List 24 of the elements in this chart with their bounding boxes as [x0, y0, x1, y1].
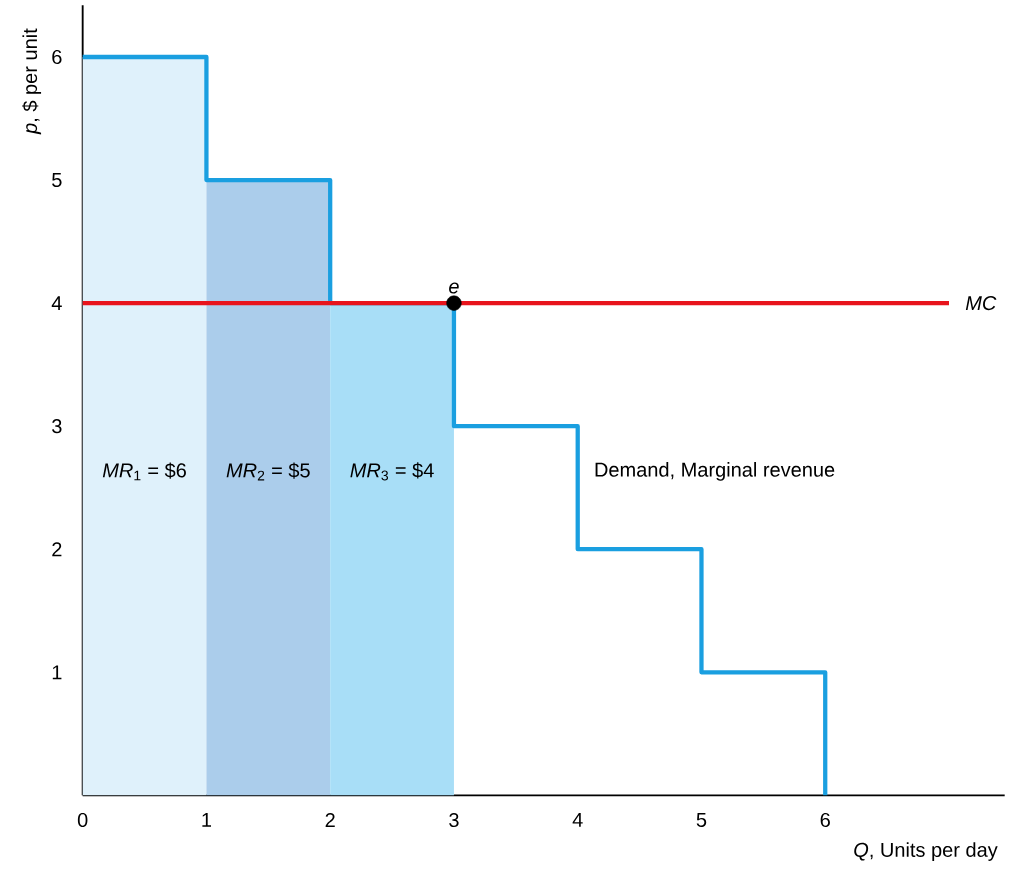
y-tick-label: 6	[52, 49, 62, 65]
x-tick-label: 6	[820, 812, 830, 828]
y-tick-label: 1	[52, 665, 62, 680]
data-label: MR$_{2}$ = $5	[226, 462, 310, 481]
x-tick-label: 1	[202, 812, 212, 827]
x-tick-label: 2	[325, 812, 335, 827]
bar	[82, 57, 207, 796]
annotation: e	[449, 282, 459, 294]
data-label: MR$_{1}$ = $6	[102, 462, 186, 481]
x-tick-label: 0	[77, 812, 88, 828]
x-tick-label: 3	[449, 812, 459, 828]
y-tick-label: 4	[51, 296, 62, 310]
y-tick-label: 2	[52, 542, 62, 557]
bar	[330, 303, 454, 796]
y-axis-title: p, $ per unit	[22, 28, 42, 135]
x-tick-label: 4	[572, 812, 583, 827]
x-axis-title: Q, Units per day	[854, 842, 998, 861]
x-tick-label: 5	[696, 812, 707, 827]
bar	[206, 180, 331, 796]
y-tick-label: 3	[52, 419, 62, 434]
series-label: MC	[965, 296, 997, 311]
series-label: Demand, Marginal revenue	[595, 462, 835, 481]
y-tick-label: 5	[52, 173, 62, 188]
data-label: MR$_{3}$ = $4	[350, 462, 434, 481]
